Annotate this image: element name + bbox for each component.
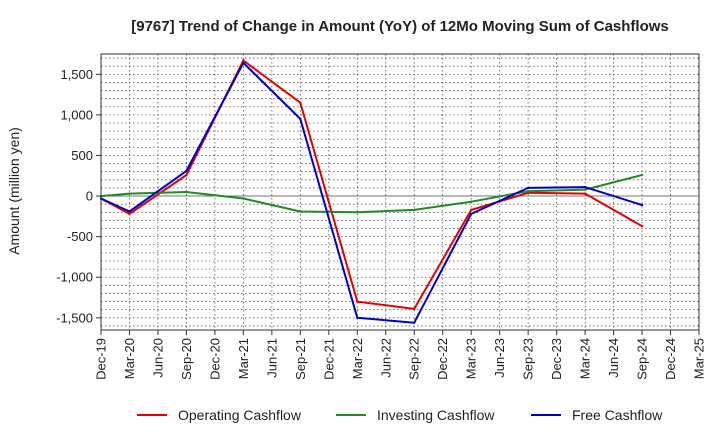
data-point-operating-cashflow (128, 212, 131, 216)
series-line-operating-cashflow (100, 59, 643, 310)
data-point-free-cashflow (299, 117, 302, 121)
x-tick-label: Sep-22 (407, 338, 422, 380)
x-tick-label: Mar-23 (464, 338, 479, 379)
x-tick-label: Dec-21 (321, 338, 336, 380)
x-tick-label: Sep-23 (521, 338, 536, 380)
grid (101, 54, 699, 330)
y-tick-label: 1,500 (60, 67, 93, 82)
data-point-investing-cashflow (526, 189, 530, 193)
data-point-operating-cashflow (185, 173, 188, 177)
legend-label: Operating Cashflow (178, 407, 302, 423)
y-tick-label: -500 (67, 229, 93, 244)
x-tick-label: Mar-20 (122, 338, 137, 379)
x-tick-label: Jun-23 (492, 338, 507, 378)
data-point-operating-cashflow (356, 300, 359, 303)
data-point-free-cashflow (128, 210, 131, 213)
x-tick-label: Dec-20 (207, 338, 222, 380)
x-tick-label: Dec-22 (435, 338, 450, 380)
data-point-free-cashflow (242, 61, 245, 65)
data-point-free-cashflow (413, 321, 416, 324)
data-point-investing-cashflow (640, 173, 644, 177)
x-tick-label: Dec-19 (94, 338, 109, 380)
legend-item-operating-cashflow: Operating Cashflow (137, 407, 302, 423)
legend: Operating Cashflow Investing Cashflow Free… (137, 407, 663, 423)
data-point-operating-cashflow (583, 192, 587, 195)
data-point-free-cashflow (526, 186, 530, 190)
x-tick-label: Jun-21 (264, 338, 279, 378)
y-tick-label: 0 (86, 189, 93, 204)
series-lines (99, 59, 644, 324)
data-point-free-cashflow (469, 212, 473, 216)
chart-title: [9767] Trend of Change in Amount (YoY) o… (131, 18, 669, 35)
x-tick-label: Sep-24 (635, 338, 650, 380)
x-tick-label: Sep-20 (179, 338, 194, 380)
x-tick-label: Dec-24 (663, 338, 678, 380)
axes: -1,500 -1,000 -500 0 500 1,000 1,500 Dec-19 Mar-… (56, 67, 706, 380)
data-point-operating-cashflow (299, 101, 302, 104)
data-point-investing-cashflow (242, 197, 245, 200)
legend-label: Free Cashflow (572, 407, 663, 423)
x-tick-label: Mar-24 (578, 338, 593, 379)
data-point-operating-cashflow (640, 224, 644, 228)
x-tick-label: Jun-24 (606, 338, 621, 378)
data-point-investing-cashflow (356, 211, 359, 214)
data-point-free-cashflow (583, 185, 587, 189)
y-axis-title: Amount (million yen) (6, 127, 22, 255)
data-point-investing-cashflow (185, 190, 188, 194)
y-tick-label: 1,000 (60, 107, 93, 122)
data-point-investing-cashflow (583, 188, 587, 191)
plot-frame (100, 53, 700, 331)
data-point-operating-cashflow (413, 307, 416, 311)
x-tick-label: Jun-20 (150, 338, 165, 378)
x-tick-label: Mar-22 (350, 338, 365, 379)
x-tick-label: Jun-22 (378, 338, 393, 378)
data-point-investing-cashflow (469, 200, 473, 203)
data-point-free-cashflow (185, 169, 188, 173)
data-point-free-cashflow (640, 203, 644, 207)
y-tick-label: -1,500 (56, 310, 93, 325)
x-tick-label: Sep-21 (293, 338, 308, 380)
data-point-free-cashflow (356, 316, 359, 320)
x-tick-label: Mar-25 (692, 338, 707, 379)
data-point-investing-cashflow (128, 192, 131, 195)
x-tick-label: Dec-23 (549, 338, 564, 380)
y-tick-label: -1,000 (56, 270, 93, 285)
legend-item-free-cashflow: Free Cashflow (531, 407, 663, 423)
data-point-operating-cashflow (469, 208, 473, 212)
x-tick-label: Mar-21 (236, 338, 251, 379)
legend-item-investing-cashflow: Investing Cashflow (336, 407, 495, 423)
data-point-investing-cashflow (299, 210, 302, 213)
data-point-operating-cashflow (242, 59, 245, 62)
y-tick-label: 500 (71, 148, 93, 163)
legend-label: Investing Cashflow (377, 407, 495, 423)
data-point-investing-cashflow (413, 208, 416, 212)
